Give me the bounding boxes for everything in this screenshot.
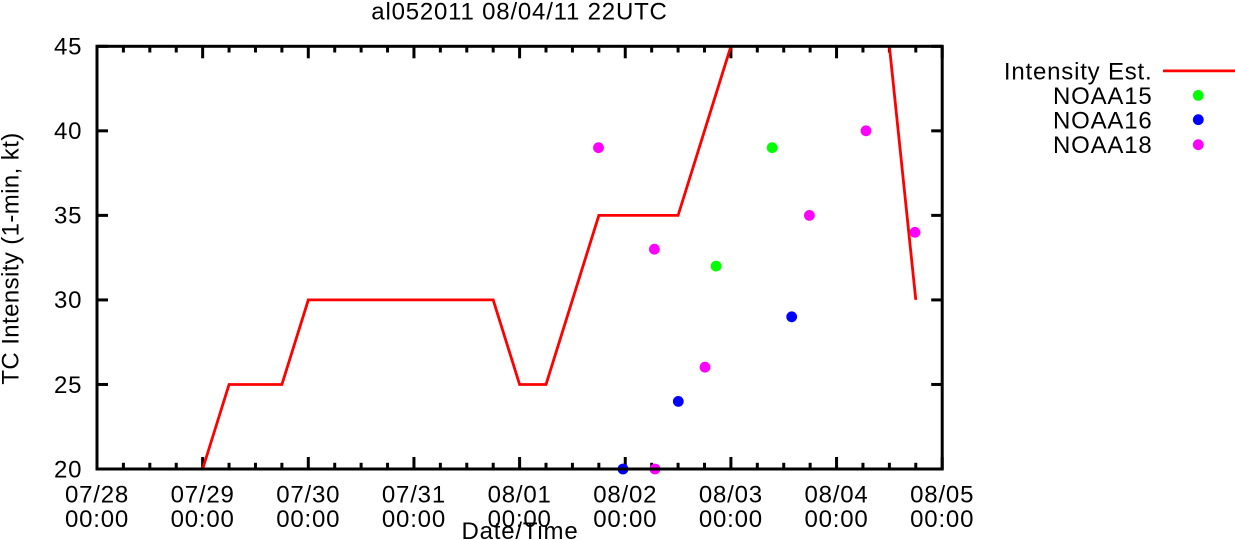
svg-text:00:00: 00:00 — [910, 506, 974, 533]
svg-text:08/04: 08/04 — [805, 481, 869, 508]
svg-text:08/02: 08/02 — [593, 481, 657, 508]
svg-text:25: 25 — [54, 372, 82, 399]
svg-text:NOAA16: NOAA16 — [1053, 108, 1153, 135]
svg-text:00:00: 00:00 — [382, 506, 446, 533]
svg-text:00:00: 00:00 — [276, 506, 340, 533]
svg-text:00:00: 00:00 — [171, 506, 235, 533]
svg-text:00:00: 00:00 — [593, 506, 657, 533]
svg-text:40: 40 — [54, 118, 82, 145]
svg-text:00:00: 00:00 — [488, 506, 552, 533]
svg-text:07/31: 07/31 — [382, 481, 446, 508]
svg-text:07/30: 07/30 — [276, 481, 340, 508]
svg-text:Intensity Est.: Intensity Est. — [1004, 58, 1153, 85]
svg-text:00:00: 00:00 — [699, 506, 763, 533]
svg-text:NOAA18: NOAA18 — [1053, 132, 1153, 159]
svg-text:08/05: 08/05 — [910, 481, 974, 508]
svg-text:TC Intensity (1-min, kt): TC Intensity (1-min, kt) — [0, 132, 24, 384]
svg-text:00:00: 00:00 — [65, 506, 129, 533]
svg-text:35: 35 — [54, 203, 82, 230]
svg-text:07/29: 07/29 — [171, 481, 235, 508]
svg-text:45: 45 — [54, 34, 82, 61]
svg-text:30: 30 — [54, 287, 82, 314]
svg-text:08/03: 08/03 — [699, 481, 763, 508]
svg-text:08/01: 08/01 — [488, 481, 552, 508]
svg-text:00:00: 00:00 — [805, 506, 869, 533]
svg-text:20: 20 — [54, 456, 82, 483]
svg-text:al052011 08/04/11 22UTC: al052011 08/04/11 22UTC — [371, 0, 667, 26]
svg-text:Date/Time: Date/Time — [461, 518, 578, 540]
svg-text:07/28: 07/28 — [65, 481, 129, 508]
svg-text:NOAA15: NOAA15 — [1053, 83, 1153, 110]
